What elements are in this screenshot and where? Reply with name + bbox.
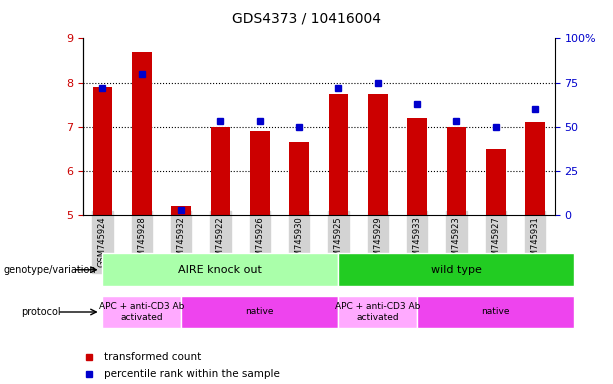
Text: native: native [482, 308, 510, 316]
Text: percentile rank within the sample: percentile rank within the sample [104, 369, 280, 379]
Bar [329, 94, 348, 215]
Text: transformed count: transformed count [104, 352, 202, 362]
Text: APC + anti-CD3 Ab
activated: APC + anti-CD3 Ab activated [99, 302, 185, 322]
Bar [132, 52, 151, 215]
Bar [407, 118, 427, 215]
Text: protocol: protocol [21, 307, 61, 317]
Bar [211, 127, 230, 215]
Bar [525, 122, 545, 215]
Bar [93, 87, 112, 215]
Bar [250, 131, 270, 215]
Text: APC + anti-CD3 Ab
activated: APC + anti-CD3 Ab activated [335, 302, 421, 322]
Text: AIRE knock out: AIRE knock out [178, 265, 262, 275]
Bar [368, 94, 387, 215]
Bar [289, 142, 309, 215]
Text: wild type: wild type [431, 265, 482, 275]
Text: genotype/variation: genotype/variation [3, 265, 96, 275]
Text: native: native [246, 308, 274, 316]
Bar [486, 149, 506, 215]
Bar [171, 206, 191, 215]
Bar [447, 127, 466, 215]
Text: GDS4373 / 10416004: GDS4373 / 10416004 [232, 12, 381, 25]
